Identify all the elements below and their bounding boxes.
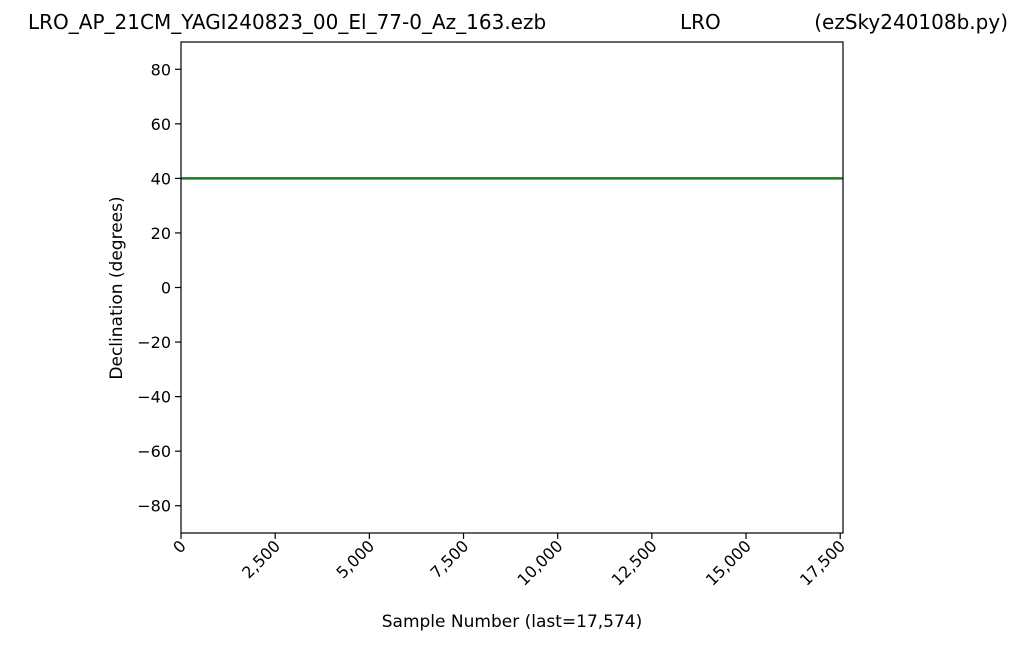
title-filename: LRO_AP_21CM_YAGI240823_00_El_77-0_Az_163… [28, 10, 546, 34]
y-axis-label: Declination (degrees) [107, 196, 127, 379]
x-tick-label: 17,500 [796, 536, 849, 589]
y-tick-label: 0 [161, 279, 171, 298]
y-tick-label: 20 [151, 224, 171, 243]
x-tick-label: 12,500 [608, 536, 661, 589]
x-tick-label: 7,500 [427, 536, 473, 582]
title-program: (ezSky240108b.py) [814, 10, 1008, 34]
y-tick-label: 80 [151, 60, 171, 79]
plot-area-frame [180, 41, 844, 534]
y-tick-label: −60 [137, 442, 171, 461]
x-tick-label: 15,000 [702, 536, 755, 589]
y-tick-label: −20 [137, 333, 171, 352]
x-axis-label: Sample Number (last=17,574) [382, 612, 643, 632]
y-tick-label: 60 [151, 115, 171, 134]
x-tick-label: 10,000 [513, 536, 566, 589]
x-tick-label: 5,000 [332, 536, 378, 582]
y-tick-label: −80 [137, 497, 171, 516]
y-axis-ticks: 80 60 40 20 0 −20 −40 −60 −80 [137, 60, 181, 516]
y-tick-label: 40 [151, 169, 171, 188]
x-tick-label: 0 [169, 536, 190, 557]
title-observatory: LRO [680, 10, 721, 34]
y-tick-label: −40 [137, 388, 171, 407]
x-axis-ticks: 0 2,500 5,000 7,500 10,000 12,500 15,000 17,500 [169, 533, 849, 589]
x-tick-label: 2,500 [238, 536, 284, 582]
